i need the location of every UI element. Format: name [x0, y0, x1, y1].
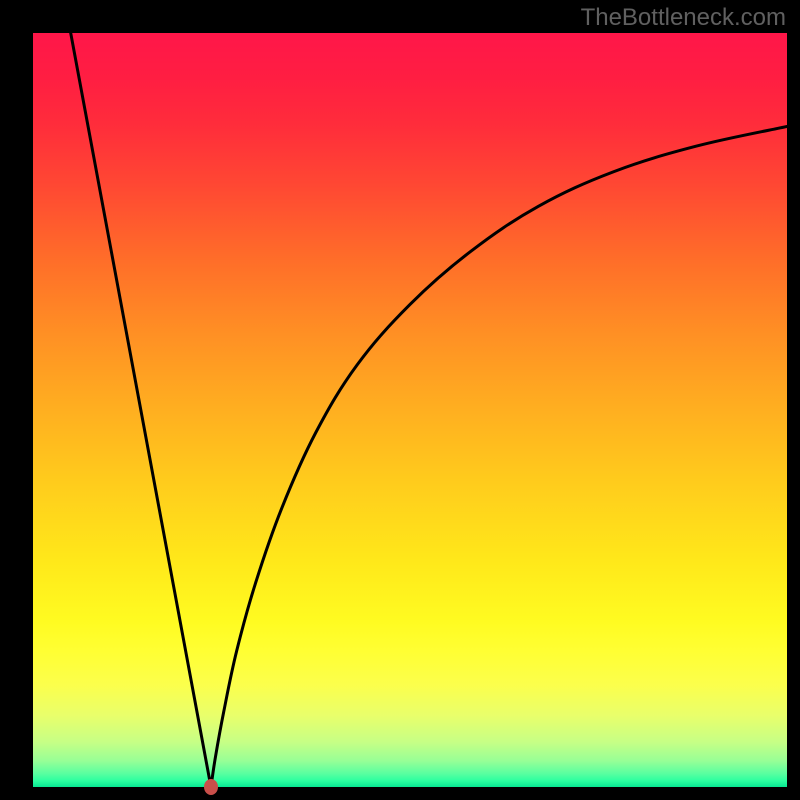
- gradient-background: [33, 33, 787, 787]
- optimum-marker: [204, 779, 218, 795]
- watermark-text: TheBottleneck.com: [581, 4, 786, 32]
- frame-right: [787, 0, 800, 800]
- frame-left: [0, 0, 33, 800]
- frame-bottom: [0, 787, 800, 800]
- plot-area: [33, 33, 787, 787]
- chart-svg: [33, 33, 787, 787]
